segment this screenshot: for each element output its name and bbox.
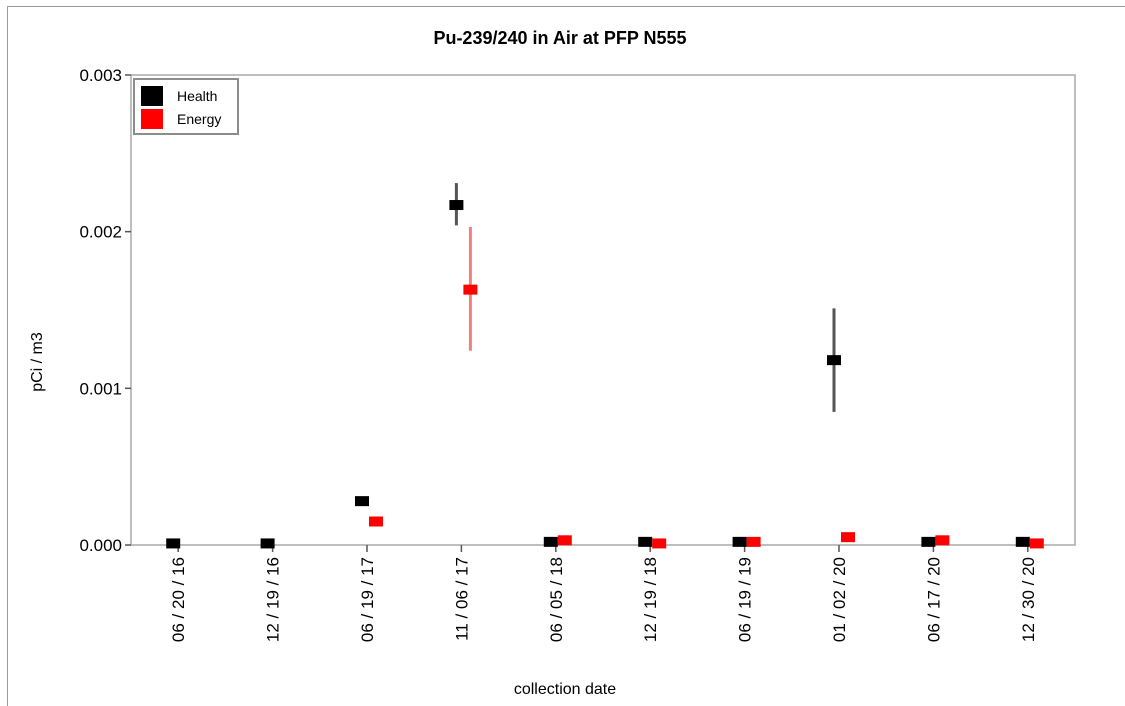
- data-point-health: [355, 496, 369, 507]
- y-tick-label: 0.000: [79, 536, 122, 555]
- x-tick-label: 01 / 02 / 20: [830, 557, 849, 642]
- data-point-health: [166, 538, 181, 549]
- data-point-energy: [463, 284, 478, 295]
- data-point-health: [1015, 536, 1030, 547]
- data-point-energy: [557, 535, 572, 546]
- y-tick-label: 0.002: [79, 223, 122, 242]
- data-point-health: [449, 200, 464, 211]
- x-tick-label: 06 / 17 / 20: [924, 557, 943, 642]
- data-point-health: [732, 536, 747, 547]
- x-tick-label: 12 / 19 / 16: [264, 557, 283, 642]
- legend: Health Energy: [133, 78, 239, 135]
- x-tick-label: 12 / 30 / 20: [1019, 557, 1038, 642]
- legend-swatch-health: [141, 86, 163, 106]
- x-tick-label: 06 / 19 / 17: [358, 557, 377, 642]
- legend-label-energy: Energy: [177, 111, 221, 127]
- data-point-health: [260, 538, 275, 549]
- y-tick-label: 0.001: [79, 379, 122, 398]
- y-tick-label: 0.003: [79, 66, 122, 85]
- data-point-health: [921, 536, 936, 547]
- plot-area: [130, 74, 1076, 546]
- data-point-health: [827, 355, 841, 366]
- x-tick-label: 11 / 06 / 17: [452, 557, 471, 641]
- data-point-energy: [746, 536, 761, 547]
- chart-frame: [7, 6, 1125, 706]
- data-point-health: [638, 536, 653, 547]
- data-point-energy: [369, 516, 383, 527]
- data-point-health: [543, 536, 558, 547]
- data-marks: [166, 183, 1044, 549]
- x-tick-label: 12 / 19 / 18: [641, 557, 660, 642]
- data-point-energy: [1029, 538, 1044, 549]
- y-axis-title: pCi / m3: [29, 332, 46, 392]
- x-tick-label: 06 / 19 / 19: [736, 557, 755, 642]
- data-point-energy: [935, 535, 950, 546]
- x-tick-label: 06 / 05 / 18: [547, 557, 566, 642]
- legend-swatch-energy: [141, 109, 163, 129]
- x-axis: 06 / 20 / 16 12 / 19 / 16 06 / 19 / 17 11 /…: [169, 545, 1038, 642]
- data-point-energy: [652, 538, 667, 549]
- y-axis: 0.000 0.001 0.002 0.003: [79, 66, 131, 555]
- chart-title: Pu-239/240 in Air at PFP N555: [433, 28, 686, 48]
- data-point-energy: [841, 532, 855, 543]
- x-axis-title: collection date: [514, 681, 616, 698]
- legend-label-health: Health: [177, 88, 217, 104]
- x-tick-label: 06 / 20 / 16: [169, 557, 188, 642]
